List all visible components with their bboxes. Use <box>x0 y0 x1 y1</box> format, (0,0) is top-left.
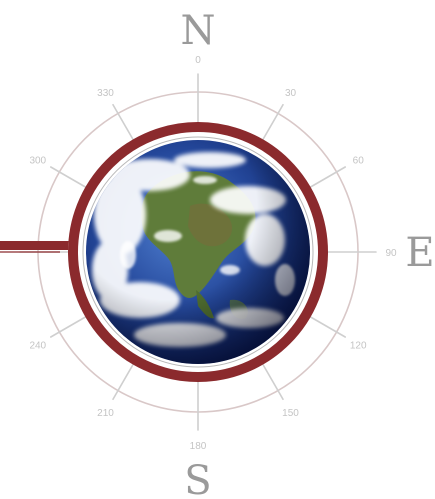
degree-label-240: 240 <box>29 341 46 352</box>
tick-120 <box>308 315 347 338</box>
tick-150 <box>261 362 284 401</box>
tick-210 <box>112 362 135 401</box>
degree-label-180: 180 <box>190 441 207 452</box>
cardinal-north: N <box>181 8 216 54</box>
connector-bar <box>0 241 80 253</box>
degree-label-0: 0 <box>195 55 201 66</box>
degree-label-90: 90 <box>385 248 397 259</box>
degree-label-300: 300 <box>29 156 46 167</box>
tick-300 <box>49 166 88 189</box>
tick-60 <box>308 166 347 189</box>
degree-label-330: 330 <box>97 88 114 99</box>
tick-240 <box>49 315 88 338</box>
tick-330 <box>112 103 135 142</box>
tick-30 <box>261 103 284 142</box>
degree-labels: 0 30 60 90 120 150 180 210 240 300 330 <box>29 55 397 452</box>
degree-label-150: 150 <box>282 408 299 419</box>
cardinal-south: S <box>184 458 211 499</box>
degree-label-120: 120 <box>350 341 367 352</box>
cardinal-east: E <box>405 230 434 276</box>
degree-label-210: 210 <box>97 408 114 419</box>
degree-label-60: 60 <box>353 156 365 167</box>
degree-label-30: 30 <box>285 88 297 99</box>
earth-globe-icon <box>86 140 310 364</box>
